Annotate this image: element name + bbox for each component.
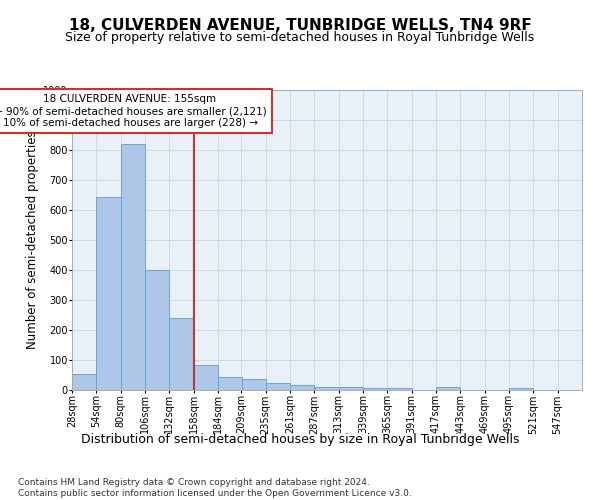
Bar — [363, 388, 387, 390]
Text: Size of property relative to semi-detached houses in Royal Tunbridge Wells: Size of property relative to semi-detach… — [65, 31, 535, 44]
Bar — [388, 388, 412, 390]
Bar — [121, 144, 145, 390]
Text: Distribution of semi-detached houses by size in Royal Tunbridge Wells: Distribution of semi-detached houses by … — [81, 432, 519, 446]
Text: Contains HM Land Registry data © Crown copyright and database right 2024.
Contai: Contains HM Land Registry data © Crown c… — [18, 478, 412, 498]
Bar — [509, 388, 533, 390]
Bar — [194, 364, 218, 390]
Bar — [436, 387, 460, 390]
Bar — [242, 378, 266, 390]
Bar — [314, 387, 338, 390]
Bar — [266, 384, 290, 390]
Bar — [290, 384, 314, 390]
Text: 18, CULVERDEN AVENUE, TUNBRIDGE WELLS, TN4 9RF: 18, CULVERDEN AVENUE, TUNBRIDGE WELLS, T… — [68, 18, 532, 32]
Bar — [72, 374, 96, 390]
Text: 18 CULVERDEN AVENUE: 155sqm
← 90% of semi-detached houses are smaller (2,121)
10: 18 CULVERDEN AVENUE: 155sqm ← 90% of sem… — [0, 94, 266, 128]
Bar — [97, 196, 121, 390]
Bar — [169, 318, 194, 390]
Bar — [218, 378, 242, 390]
Y-axis label: Number of semi-detached properties: Number of semi-detached properties — [26, 130, 39, 350]
Bar — [339, 386, 363, 390]
Bar — [145, 270, 169, 390]
